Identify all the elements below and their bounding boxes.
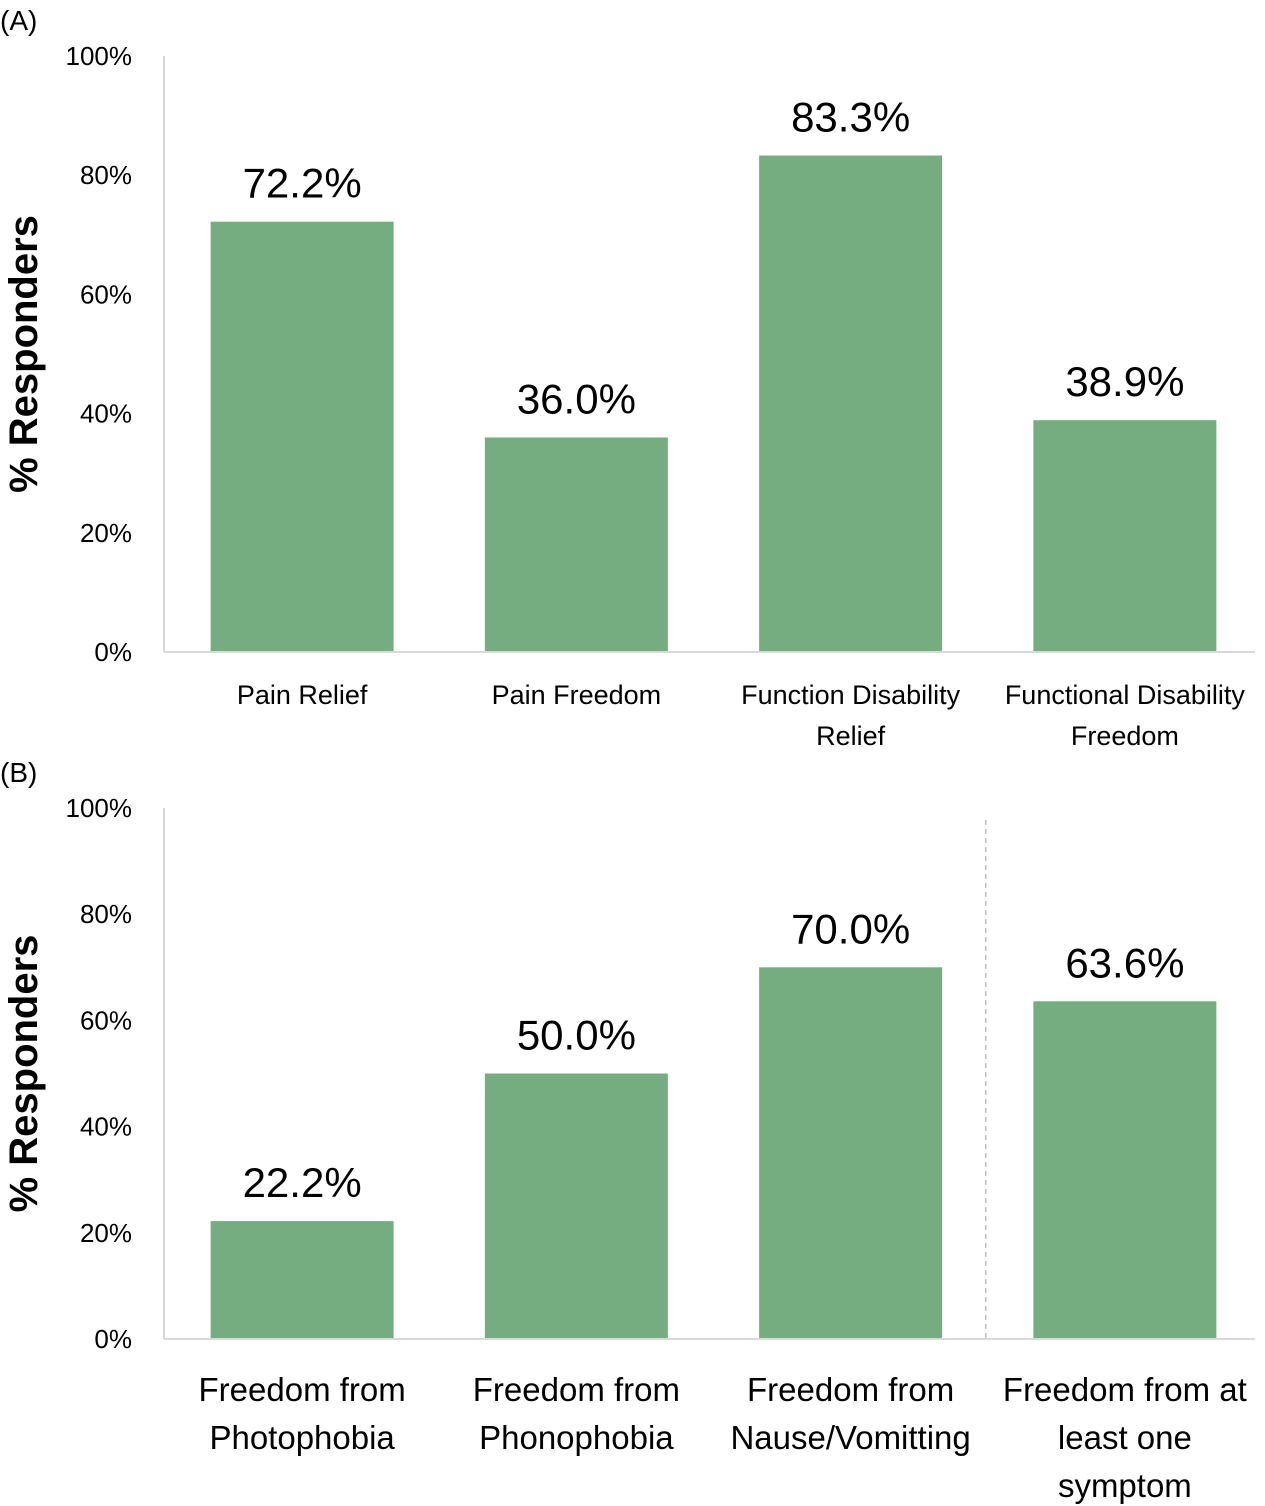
y-tick-label: 20% (80, 1218, 132, 1248)
bar (759, 967, 943, 1339)
category-label: Freedom from at (1003, 1371, 1247, 1408)
category-label: Pain Relief (237, 680, 368, 710)
y-axis-title: % Responders (2, 215, 46, 493)
bar (1033, 1001, 1217, 1339)
y-tick-label: 80% (80, 160, 132, 190)
category-label: Freedom from (473, 1371, 680, 1408)
category-label: Freedom (1071, 721, 1179, 751)
data-label: 70.0% (791, 905, 910, 952)
y-tick-label: 40% (80, 399, 132, 429)
bar (1033, 420, 1217, 652)
y-tick-label: 0% (94, 1324, 132, 1354)
category-label: Functional Disability (1005, 680, 1246, 710)
y-axis-title: % Responders (2, 935, 46, 1213)
category-label: Photophobia (209, 1419, 395, 1456)
panel-b: (B) 0% 20% 40% 60% 80% 100% % Responders 22.2% Fr… (0, 757, 1255, 1504)
category-label: Phonophobia (479, 1419, 674, 1456)
bar (210, 1221, 394, 1339)
category-label: Pain Freedom (492, 680, 662, 710)
y-tick-label: 60% (80, 1005, 132, 1035)
y-tick-label: 100% (66, 793, 133, 823)
data-label: 22.2% (243, 1159, 362, 1206)
data-label: 38.9% (1065, 358, 1184, 405)
panel-label: (B) (0, 757, 37, 788)
panel-a: (A) 0% 20% 40% 60% 80% 100% % Responders 72.2% Pa… (0, 5, 1255, 751)
bar (210, 221, 394, 653)
category-label: Nause/Vomitting (730, 1419, 970, 1456)
category-label: Freedom from (747, 1371, 954, 1408)
y-tick-label: 100% (66, 41, 133, 71)
category-label: least one (1058, 1419, 1192, 1456)
y-tick-label: 40% (80, 1112, 132, 1142)
y-tick-label: 60% (80, 279, 132, 309)
data-label: 50.0% (517, 1012, 636, 1059)
y-tick-label: 80% (80, 899, 132, 929)
data-label: 83.3% (791, 94, 910, 141)
category-label: Relief (816, 721, 886, 751)
bar (759, 155, 943, 653)
data-label: 63.6% (1065, 939, 1184, 986)
category-label: Function Disability (741, 680, 961, 710)
bar (484, 1073, 668, 1339)
category-label: symptom (1058, 1467, 1192, 1504)
panel-label: (A) (0, 5, 37, 36)
bar (484, 437, 668, 652)
y-tick-label: 0% (94, 637, 132, 667)
category-label: Freedom from (199, 1371, 406, 1408)
data-label: 72.2% (243, 160, 362, 207)
y-tick-label: 20% (80, 518, 132, 548)
data-label: 36.0% (517, 375, 636, 422)
